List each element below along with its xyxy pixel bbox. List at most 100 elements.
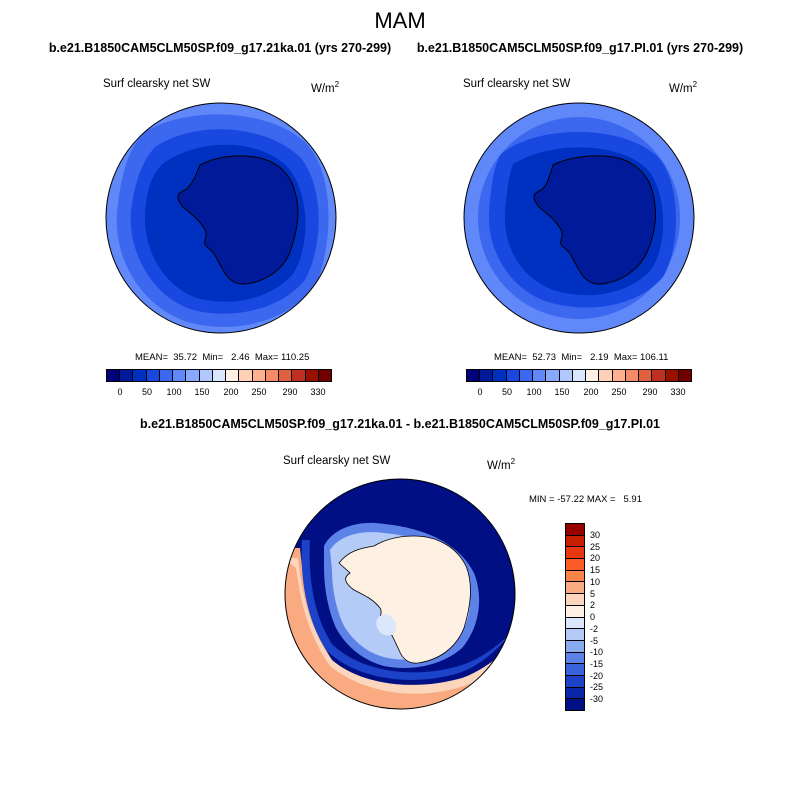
panel1-colorbar-swatch (199, 370, 213, 381)
panel2-stats: MEAN= 52.73 Min= 2.19 Max= 106.11 (494, 352, 669, 363)
diff-tick-label: -15 (590, 659, 604, 669)
panel2-variable-label: Surf clearsky net SW (463, 78, 571, 90)
panel1-colorbar-swatch (318, 370, 331, 381)
diff-colorbar (565, 523, 585, 711)
diff-tick-label: -10 (590, 647, 604, 657)
panel2-colorbar-swatch (506, 370, 520, 381)
panel1-colorbar-swatch (252, 370, 266, 381)
panel2-tick-label: 0 (477, 387, 483, 397)
panel2-colorbar-swatch (612, 370, 626, 381)
panel2-colorbar-swatch (625, 370, 640, 381)
diff-tick-label: -5 (590, 636, 599, 646)
panel2-units-label: W/m2 (669, 80, 698, 95)
panel2-tick-label: 290 (642, 387, 658, 397)
diff-variable-label: Surf clearsky net SW (283, 455, 391, 467)
panel1-antarctica-outline (177, 155, 299, 285)
panel2-colorbar-swatch (480, 370, 494, 381)
diff-colorbar-swatch (566, 629, 584, 641)
diff-units-label: W/m2 (487, 457, 516, 472)
panel2-tick-label: 330 (670, 387, 686, 397)
panel1-colorbar-swatch (173, 370, 187, 381)
panel1-tick-label: 330 (310, 387, 326, 397)
diff-colorbar-swatch (566, 605, 584, 618)
panel1-colorbar-swatch (305, 370, 319, 381)
panel1-tick-label: 50 (141, 387, 152, 397)
panel1-colorbar-swatch (279, 370, 293, 381)
diff-ross-ice-shelf (376, 614, 397, 636)
panel2-colorbar-swatch (678, 370, 691, 381)
panel1-colorbar-swatch (146, 370, 160, 381)
main-title: MAM (374, 8, 426, 33)
panel2-colorbar-swatch (639, 370, 653, 381)
panel2-colorbar-swatch (533, 370, 547, 381)
panel2-tick-label: 50 (501, 387, 512, 397)
panel1-tick-label: 150 (194, 387, 210, 397)
panel1-tick-label: 250 (251, 387, 267, 397)
diff-polar-map (284, 478, 516, 710)
diff-tick-label: -30 (590, 694, 604, 704)
panel1-variable-label: Surf clearsky net SW (103, 78, 211, 90)
diff-colorbar-swatch (566, 547, 584, 560)
diff-title: b.e21.B1850CAM5CLM50SP.f09_g17.21ka.01 -… (140, 417, 660, 431)
panel1-colorbar-swatch (159, 370, 174, 381)
diff-colorbar-swatch (566, 652, 584, 665)
panel2-colorbar-swatch (546, 370, 560, 381)
panel1-tick-label: 0 (117, 387, 123, 397)
diff-antarctica-outline (338, 535, 471, 664)
diff-colorbar-swatch (566, 559, 584, 571)
panel2-case-title: b.e21.B1850CAM5CLM50SP.f09_g17.PI.01 (yr… (416, 41, 744, 55)
diff-tick-label: 20 (590, 553, 601, 563)
panel1-colorbar-swatch (265, 370, 280, 381)
panel1-colorbar-swatch (292, 370, 306, 381)
diff-colorbar-swatch (566, 640, 584, 653)
panel2-colorbar-swatch (665, 370, 679, 381)
panel1-tick-label: 200 (223, 387, 239, 397)
diff-colorbar-swatch (566, 570, 584, 583)
diff-minmax: MIN = -57.22 MAX = 5.91 (529, 494, 642, 505)
panel1-tick-label: 290 (282, 387, 298, 397)
panel2-colorbar-swatch (467, 370, 481, 381)
panel1-colorbar (106, 369, 332, 382)
panel1-units-label: W/m2 (311, 80, 340, 95)
diff-tick-label: 0 (590, 612, 596, 622)
diff-colorbar-swatch (566, 617, 584, 630)
diff-tick-label: 5 (590, 589, 596, 599)
panel2-antarctica-outline (533, 155, 656, 285)
panel2-polar-map (463, 102, 695, 334)
diff-colorbar-swatch (566, 535, 584, 548)
panel1-tick-label: 100 (166, 387, 182, 397)
panel2-colorbar-swatch (652, 370, 666, 381)
panel2-tick-label: 250 (611, 387, 627, 397)
diff-colorbar-swatch (566, 699, 584, 710)
panel2-colorbar (466, 369, 692, 382)
panel2-colorbar-swatch (493, 370, 507, 381)
diff-colorbar-swatch (566, 594, 584, 606)
diff-colorbar-swatch (566, 664, 584, 676)
panel2-tick-label: 100 (526, 387, 542, 397)
panel1-colorbar-swatch (133, 370, 147, 381)
panel1-colorbar-swatch (226, 370, 240, 381)
panel2-colorbar-swatch (559, 370, 573, 381)
panel1-case-title: b.e21.B1850CAM5CLM50SP.f09_g17.21ka.01 (… (48, 41, 392, 55)
diff-colorbar-swatch (566, 687, 584, 700)
panel1-colorbar-swatch (239, 370, 253, 381)
diff-colorbar-swatch (566, 675, 584, 688)
panel1-colorbar-swatch (212, 370, 227, 381)
panel2-colorbar-swatch (599, 370, 613, 381)
panel2-tick-label: 200 (583, 387, 599, 397)
diff-tick-label: 30 (590, 530, 601, 540)
diff-tick-label: 15 (590, 565, 601, 575)
panel1-colorbar-swatch (107, 370, 121, 381)
diff-tick-label: 25 (590, 542, 601, 552)
panel1-colorbar-swatch (186, 370, 200, 381)
diff-tick-label: -25 (590, 682, 604, 692)
panel2-colorbar-swatch (519, 370, 534, 381)
panel2-colorbar-swatch (572, 370, 587, 381)
diff-tick-label: 2 (590, 600, 596, 610)
diff-tick-label: -20 (590, 671, 604, 681)
diff-colorbar-swatch (566, 524, 584, 536)
panel1-colorbar-swatch (120, 370, 134, 381)
panel1-stats: MEAN= 35.72 Min= 2.46 Max= 110.25 (135, 352, 310, 363)
diff-colorbar-swatch (566, 582, 584, 595)
panel2-tick-label: 150 (554, 387, 570, 397)
